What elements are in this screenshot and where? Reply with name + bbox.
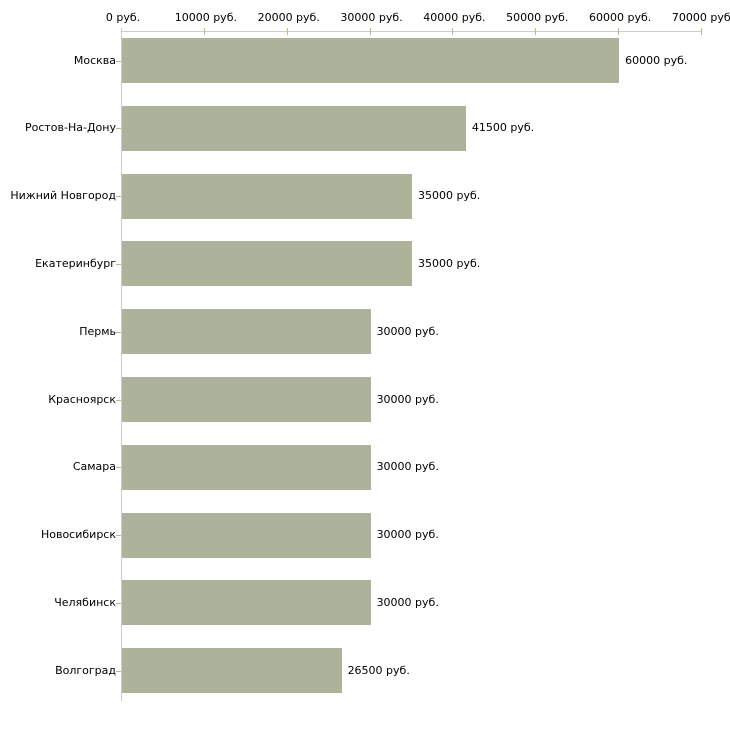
bar xyxy=(122,648,342,694)
bar xyxy=(122,444,371,490)
category-tick xyxy=(116,399,121,401)
x-axis-tick-label: 70000 руб. xyxy=(671,11,730,24)
category-label: Самара xyxy=(72,460,116,474)
category-label: Нижний Новгород xyxy=(10,189,116,203)
category-tick xyxy=(116,467,121,469)
x-axis-tick-label: 60000 руб. xyxy=(589,11,652,24)
value-label: 30000 руб. xyxy=(376,460,439,474)
bar xyxy=(122,241,412,287)
x-axis-tick xyxy=(369,28,371,35)
value-label: 30000 руб. xyxy=(376,392,439,406)
value-label: 35000 руб. xyxy=(418,189,481,203)
x-axis-tick-label: 0 руб. xyxy=(105,11,141,24)
value-label: 26500 руб. xyxy=(347,663,410,677)
category-tick xyxy=(116,128,121,130)
bar xyxy=(122,377,371,422)
x-axis-tick xyxy=(452,28,454,35)
x-axis-tick-label: 40000 руб. xyxy=(423,11,486,24)
category-label: Екатеринбург xyxy=(35,256,116,270)
category-tick xyxy=(116,670,121,672)
value-label: 30000 руб. xyxy=(376,595,439,609)
category-label: Челябинск xyxy=(54,595,116,609)
category-tick xyxy=(116,60,121,62)
x-axis-tick xyxy=(286,28,288,35)
x-axis-tick xyxy=(535,28,537,35)
x-axis-tick-label: 20000 руб. xyxy=(257,11,320,24)
category-tick xyxy=(116,196,121,198)
category-tick xyxy=(116,535,121,537)
value-label: 60000 руб. xyxy=(625,53,688,67)
category-label: Новосибирск xyxy=(40,528,116,542)
bar xyxy=(122,309,371,355)
x-axis-tick xyxy=(203,28,205,35)
category-tick xyxy=(116,602,121,604)
category-label: Ростов-На-Дону xyxy=(24,121,116,135)
y-axis-line xyxy=(121,28,122,701)
x-axis-tick xyxy=(618,28,620,35)
category-label: Волгоград xyxy=(55,663,116,677)
x-axis-tick-label: 30000 руб. xyxy=(340,11,403,24)
bar xyxy=(122,38,620,83)
bar xyxy=(122,105,466,151)
bar xyxy=(122,580,371,626)
value-label: 35000 руб. xyxy=(418,256,481,270)
x-axis-line xyxy=(121,31,702,32)
category-label: Москва xyxy=(73,53,116,67)
bar xyxy=(122,173,412,219)
x-axis-tick-label: 10000 руб. xyxy=(174,11,237,24)
category-label: Пермь xyxy=(79,324,116,338)
category-label: Красноярск xyxy=(48,392,116,406)
value-label: 30000 руб. xyxy=(376,324,439,338)
value-label: 30000 руб. xyxy=(376,528,439,542)
category-tick xyxy=(116,263,121,265)
value-label: 41500 руб. xyxy=(471,121,535,135)
x-axis-tick-label: 50000 руб. xyxy=(506,11,569,24)
bar xyxy=(122,512,371,558)
x-axis-tick xyxy=(701,28,702,35)
category-tick xyxy=(116,331,121,333)
